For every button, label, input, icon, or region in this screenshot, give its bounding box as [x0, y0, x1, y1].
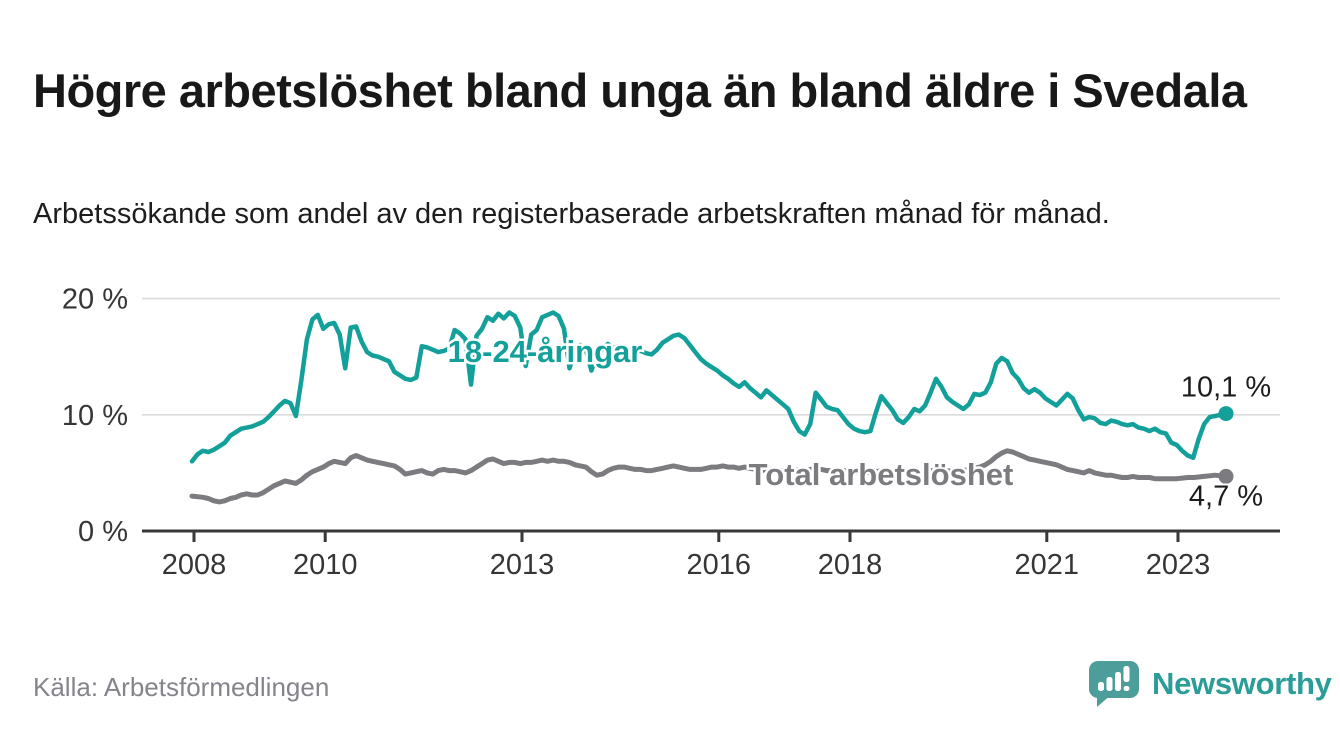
x-tick-label-2016: 2016	[687, 549, 752, 581]
x-tick-label-2021: 2021	[1015, 549, 1080, 581]
unemployment-line-chart: 2008 2010 2013 2016 2018 2021 2023 0 % 10 % 20 % 1…	[62, 284, 1280, 581]
y-tick-label-0: 0 %	[78, 516, 128, 548]
page-title: Högre arbetslöshet bland unga än bland ä…	[33, 64, 1247, 118]
x-tick-label-2010: 2010	[293, 549, 358, 581]
end-value-label-total-arbetsloshet: 4,7 %	[1189, 480, 1263, 512]
end-dot-total-arbetsloshet	[1218, 468, 1234, 484]
x-tick-label-2018: 2018	[818, 549, 883, 581]
end-dot-18-24-aringar	[1218, 406, 1234, 422]
series-label-18-24-aringar: 18-24-åringar	[448, 334, 643, 369]
series-label-total-arbetsloshet: Total arbetslöshet	[749, 457, 1014, 492]
source-text: Källa: Arbetsförmedlingen	[33, 672, 330, 702]
y-tick-label-20: 20 %	[62, 284, 128, 316]
x-tick-label-2023: 2023	[1146, 549, 1211, 581]
newsworthy-logo: Newsworthy	[1088, 660, 1332, 708]
page-subtitle: Arbetssökande som andel av den registerb…	[33, 198, 1110, 230]
y-tick-label-10: 10 %	[62, 400, 128, 432]
x-tick-label-2013: 2013	[490, 549, 555, 581]
x-tick-label-2008: 2008	[162, 549, 227, 581]
bar-chart-speech-bubble-icon	[1089, 661, 1139, 707]
series-line-18-24-aringar	[189, 310, 1229, 464]
brand-name: Newsworthy	[1152, 666, 1332, 701]
series-line-total-arbetsloshet	[189, 448, 1229, 505]
end-value-label-18-24-aringar: 10,1 %	[1181, 372, 1271, 404]
